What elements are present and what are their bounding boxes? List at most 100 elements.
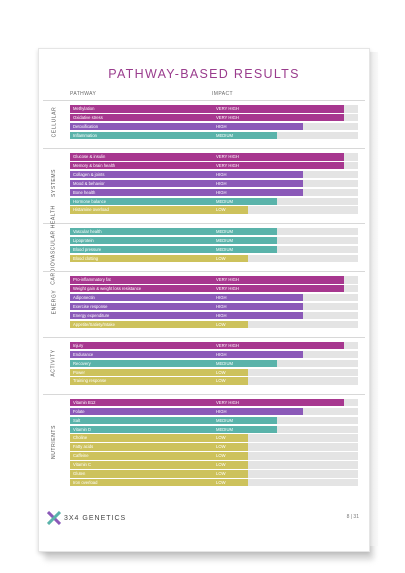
pathway-label: Methylation xyxy=(70,105,213,113)
pathway-label: Inflammation xyxy=(70,131,213,140)
impact-bar: MEDIUM xyxy=(213,416,277,425)
impact-track: LOW xyxy=(213,377,358,385)
impact-value: LOW xyxy=(216,321,226,327)
pathway-label: Collagen & joints xyxy=(70,170,213,179)
section-label: SYSTEMS xyxy=(51,169,58,198)
pathway-label: Choline xyxy=(70,434,213,442)
impact-value: HIGH xyxy=(216,312,227,318)
impact-bar: HIGH xyxy=(213,179,303,188)
section-activity: ACTIVITY Injury VERY HIGH Endurance HIGH Reco… xyxy=(43,336,365,389)
impact-bar: HIGH xyxy=(213,122,303,131)
pathway-row: Power LOW xyxy=(70,368,360,377)
pathway-label: Salt xyxy=(70,416,213,425)
impact-bar: LOW xyxy=(213,478,248,487)
impact-track: VERY HIGH xyxy=(213,113,358,122)
impact-bar: HIGH xyxy=(213,407,303,416)
impact-column-header: IMPACT xyxy=(212,91,233,97)
pathway-label: Histamine overload xyxy=(70,206,213,214)
impact-bar: LOW xyxy=(213,206,248,214)
impact-value: MEDIUM xyxy=(216,228,233,234)
impact-track: VERY HIGH xyxy=(213,276,358,284)
impact-bar: MEDIUM xyxy=(213,236,277,245)
impact-bar: VERY HIGH xyxy=(213,161,344,170)
impact-bar: HIGH xyxy=(213,293,303,302)
impact-track: LOW xyxy=(213,368,358,377)
impact-track: LOW xyxy=(213,254,358,263)
impact-bar: HIGH xyxy=(213,350,303,359)
impact-bar: LOW xyxy=(213,377,248,385)
pathway-row: Mood & behavior HIGH xyxy=(70,179,360,188)
pathway-label: Detoxification xyxy=(70,122,213,131)
pathway-label: Bone health xyxy=(70,188,213,197)
pathway-label: Pro-inflammatory fat xyxy=(70,276,213,284)
impact-track: LOW xyxy=(213,478,358,487)
impact-track: MEDIUM xyxy=(213,236,358,245)
pathway-label: Fatty acids xyxy=(70,443,213,451)
pathway-row: Iron overload LOW xyxy=(70,478,360,487)
impact-track: HIGH xyxy=(213,407,358,416)
pathway-row: Salt MEDIUM xyxy=(70,416,360,425)
pathway-row: Collagen & joints HIGH xyxy=(70,170,360,179)
pathway-row: Choline LOW xyxy=(70,434,360,442)
pathway-label: Glucose & insulin xyxy=(70,153,213,161)
impact-value: LOW xyxy=(216,255,226,261)
impact-track: VERY HIGH xyxy=(213,284,358,293)
impact-bar: VERY HIGH xyxy=(213,153,344,161)
impact-track: VERY HIGH xyxy=(213,398,358,407)
impact-track: MEDIUM xyxy=(213,245,358,254)
pathway-row: Memory & brain health VERY HIGH xyxy=(70,161,360,170)
pathway-row: Energy expenditure HIGH xyxy=(70,311,360,320)
pathway-row: Fatty acids LOW xyxy=(70,443,360,451)
pathway-row: Vitamin D MEDIUM xyxy=(70,425,360,434)
pathway-label: Hormone balance xyxy=(70,197,213,206)
pathway-row: Injury VERY HIGH xyxy=(70,341,360,350)
impact-bar: MEDIUM xyxy=(213,245,277,254)
impact-value: HIGH xyxy=(216,171,227,177)
pathway-row: Hormone balance MEDIUM xyxy=(70,197,360,206)
impact-value: VERY HIGH xyxy=(216,114,239,120)
pathway-row: Training response LOW xyxy=(70,377,360,385)
impact-bar: LOW xyxy=(213,443,248,451)
pathway-label: Vascular health xyxy=(70,227,213,236)
impact-track: VERY HIGH xyxy=(213,341,358,350)
impact-track: MEDIUM xyxy=(213,416,358,425)
x-logo-icon xyxy=(47,511,61,525)
impact-bar: LOW xyxy=(213,368,248,377)
pathway-label: Recovery xyxy=(70,359,213,368)
impact-value: LOW xyxy=(216,471,226,477)
pathway-label: Power xyxy=(70,368,213,377)
impact-track: MEDIUM xyxy=(213,359,358,368)
section-label: ENERGY xyxy=(51,289,57,315)
pathway-label: Adiponectin xyxy=(70,293,213,302)
pathway-label: Iron overload xyxy=(70,478,213,487)
pathway-label: Memory & brain health xyxy=(70,161,213,170)
pathway-row: Vascular health MEDIUM xyxy=(70,227,360,236)
page-title: PATHWAY-BASED RESULTS xyxy=(108,67,300,81)
pathway-row: Inflammation MEDIUM xyxy=(70,131,360,140)
impact-value: LOW xyxy=(216,462,226,468)
impact-bar: HIGH xyxy=(213,311,303,320)
pathway-label: Endurance xyxy=(70,350,213,359)
brand-logo: 3X4 GENETICS xyxy=(47,511,126,525)
impact-value: VERY HIGH xyxy=(216,277,239,282)
impact-track: HIGH xyxy=(213,293,358,302)
impact-bar: HIGH xyxy=(213,170,303,179)
impact-track: LOW xyxy=(213,320,358,328)
pathway-label: Caffeine xyxy=(70,452,213,460)
impact-bar: VERY HIGH xyxy=(213,105,344,113)
impact-bar: LOW xyxy=(213,254,248,263)
impact-track: LOW xyxy=(213,206,358,214)
pathway-row: Gluten LOW xyxy=(70,470,360,478)
impact-bar: VERY HIGH xyxy=(213,398,344,407)
pathway-row: Vitamin B12 VERY HIGH xyxy=(70,398,360,407)
impact-track: VERY HIGH xyxy=(213,161,358,170)
section-label: NUTRIENTS xyxy=(51,425,58,460)
pathway-row: Methylation VERY HIGH xyxy=(70,105,360,113)
impact-track: HIGH xyxy=(213,122,358,131)
impact-value: MEDIUM xyxy=(216,426,233,432)
report-page: PATHWAY-BASED RESULTS PATHWAY IMPACT CEL… xyxy=(38,48,370,552)
pathway-label: Vitamin D xyxy=(70,425,213,434)
pathway-row: Exercise response HIGH xyxy=(70,302,360,311)
impact-bar: MEDIUM xyxy=(213,359,277,368)
impact-track: HIGH xyxy=(213,302,358,311)
